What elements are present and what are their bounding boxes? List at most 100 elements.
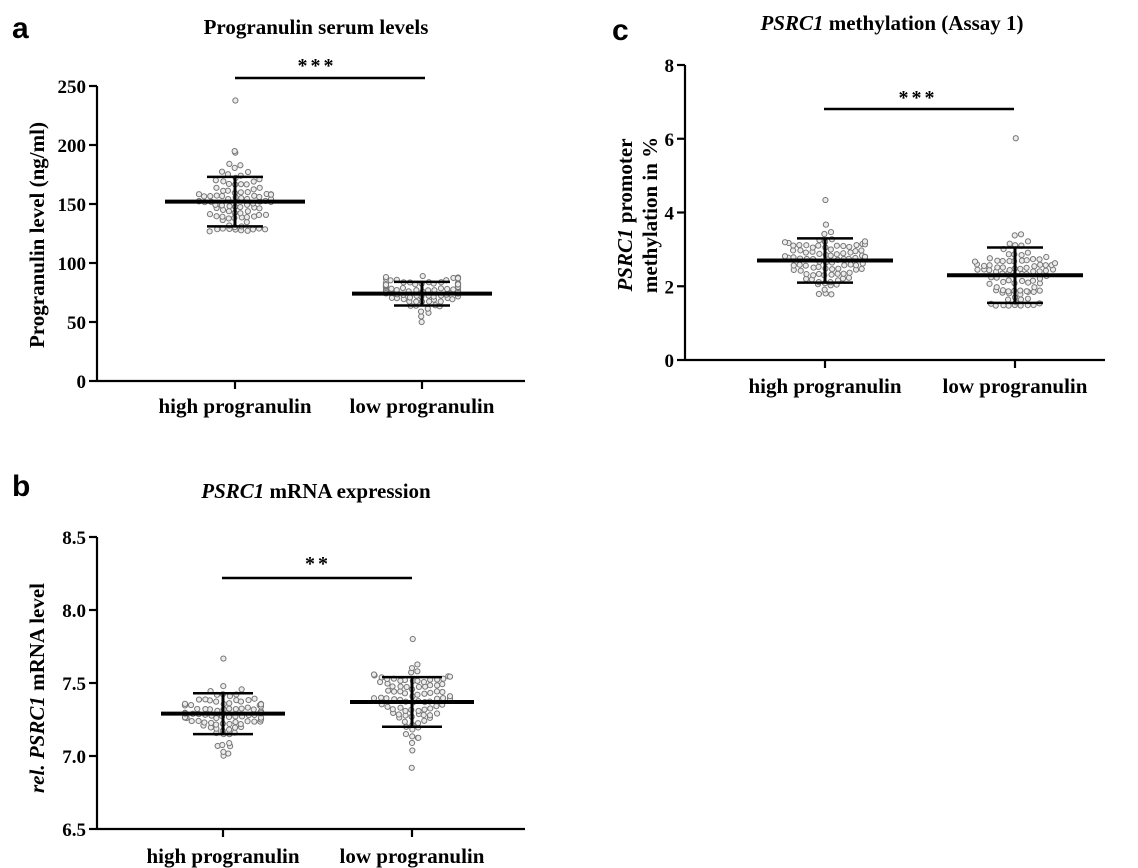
panel-c-category-high: high progranulin <box>748 374 901 398</box>
data-point <box>226 160 233 167</box>
data-point <box>231 148 238 155</box>
data-point <box>414 677 421 685</box>
data-point <box>815 270 823 278</box>
panel-letter-a: a <box>12 12 29 45</box>
panel-c-plot: 0 2 4 6 8 <box>665 56 1105 372</box>
y-tick-label: 6.5 <box>62 820 86 841</box>
panel-b-y-axis-label: rel. PSRC1 mRNA level <box>25 583 49 793</box>
data-point <box>237 720 244 728</box>
panel-b: b PSRC1 mRNA expression rel. PSRC1 mRNA … <box>12 470 525 868</box>
panel-c-title-italic: PSRC1 <box>759 11 823 35</box>
data-point <box>226 705 233 712</box>
data-point <box>370 671 378 678</box>
panel-b-category-low: low progranulin <box>340 844 485 868</box>
data-point <box>833 242 840 249</box>
data-point <box>809 244 816 251</box>
data-point <box>803 271 810 278</box>
data-point <box>802 249 809 256</box>
panel-a: a Progranulin serum levels Progranulin l… <box>12 12 525 418</box>
data-point <box>815 263 822 270</box>
data-point <box>413 298 420 305</box>
data-point <box>986 280 993 287</box>
data-point <box>420 678 428 686</box>
panel-a-plot: 0 50 100 150 200 250 <box>58 76 525 393</box>
data-point <box>220 187 227 194</box>
data-point <box>256 205 263 212</box>
data-point <box>427 689 434 696</box>
data-point <box>251 192 258 199</box>
data-point <box>822 221 830 228</box>
data-point <box>1000 278 1007 286</box>
data-point <box>796 241 803 249</box>
data-point <box>244 168 252 176</box>
data-point <box>1024 249 1031 256</box>
data-point <box>444 285 451 293</box>
y-tick-label: 250 <box>58 77 87 98</box>
y-tick-label: 150 <box>58 195 87 216</box>
data-point <box>1029 277 1037 284</box>
data-point <box>408 764 415 771</box>
data-point <box>389 683 396 690</box>
panel-c-title-rest: methylation (Assay 1) <box>823 11 1023 35</box>
data-point <box>206 228 213 235</box>
data-point <box>827 246 834 253</box>
data-point <box>201 719 208 726</box>
data-point <box>402 707 409 715</box>
y-tick-label: 8 <box>665 56 675 77</box>
y-tick-label: 100 <box>58 254 87 275</box>
data-point <box>225 180 233 188</box>
data-point <box>226 726 233 733</box>
data-point <box>237 189 244 196</box>
data-point <box>861 238 869 245</box>
panel-b-ylabel-part-2: PSRC1 <box>25 696 49 760</box>
y-tick-label: 0 <box>665 351 675 372</box>
data-point <box>244 704 251 711</box>
data-point <box>237 210 244 217</box>
data-point <box>181 700 189 707</box>
data-point <box>454 281 462 288</box>
data-point <box>999 287 1007 294</box>
data-point <box>993 284 1000 291</box>
data-point <box>974 266 981 273</box>
data-point <box>409 635 416 643</box>
y-tick-label: 7.5 <box>62 674 86 695</box>
panel-c-y-axis-label-line-2: methylation in % <box>638 137 662 293</box>
panel-letter-c: c <box>612 14 629 47</box>
data-point <box>821 230 828 238</box>
data-point <box>243 181 250 188</box>
data-point <box>858 265 865 272</box>
data-point <box>846 269 853 276</box>
data-point <box>417 308 425 315</box>
data-point <box>853 241 860 249</box>
data-point <box>408 739 416 747</box>
panel-a-title: Progranulin serum levels <box>204 15 429 39</box>
data-point <box>207 193 214 200</box>
data-point <box>986 262 993 269</box>
data-point <box>250 706 257 713</box>
data-point <box>244 718 251 725</box>
data-point <box>446 693 454 700</box>
data-point <box>421 717 428 724</box>
data-point <box>1012 135 1019 142</box>
data-point <box>810 264 817 271</box>
data-point <box>245 696 252 704</box>
data-point <box>980 262 988 269</box>
data-point <box>244 208 251 215</box>
data-point <box>251 718 258 725</box>
data-point <box>395 711 402 718</box>
data-point <box>833 251 840 258</box>
data-point <box>200 193 208 200</box>
panel-b-ylabel-part-3: mRNA level <box>25 583 49 696</box>
data-point <box>397 677 404 684</box>
data-point <box>810 272 817 279</box>
panel-a-category-high: high progranulin <box>158 394 311 418</box>
data-point <box>250 178 257 185</box>
panel-a-category-low: low progranulin <box>350 394 495 418</box>
data-point <box>213 192 220 199</box>
data-point <box>433 688 441 695</box>
data-point <box>250 213 258 220</box>
data-point <box>1029 255 1037 263</box>
data-point <box>1023 264 1030 271</box>
data-point <box>427 705 434 712</box>
data-point <box>382 273 390 281</box>
